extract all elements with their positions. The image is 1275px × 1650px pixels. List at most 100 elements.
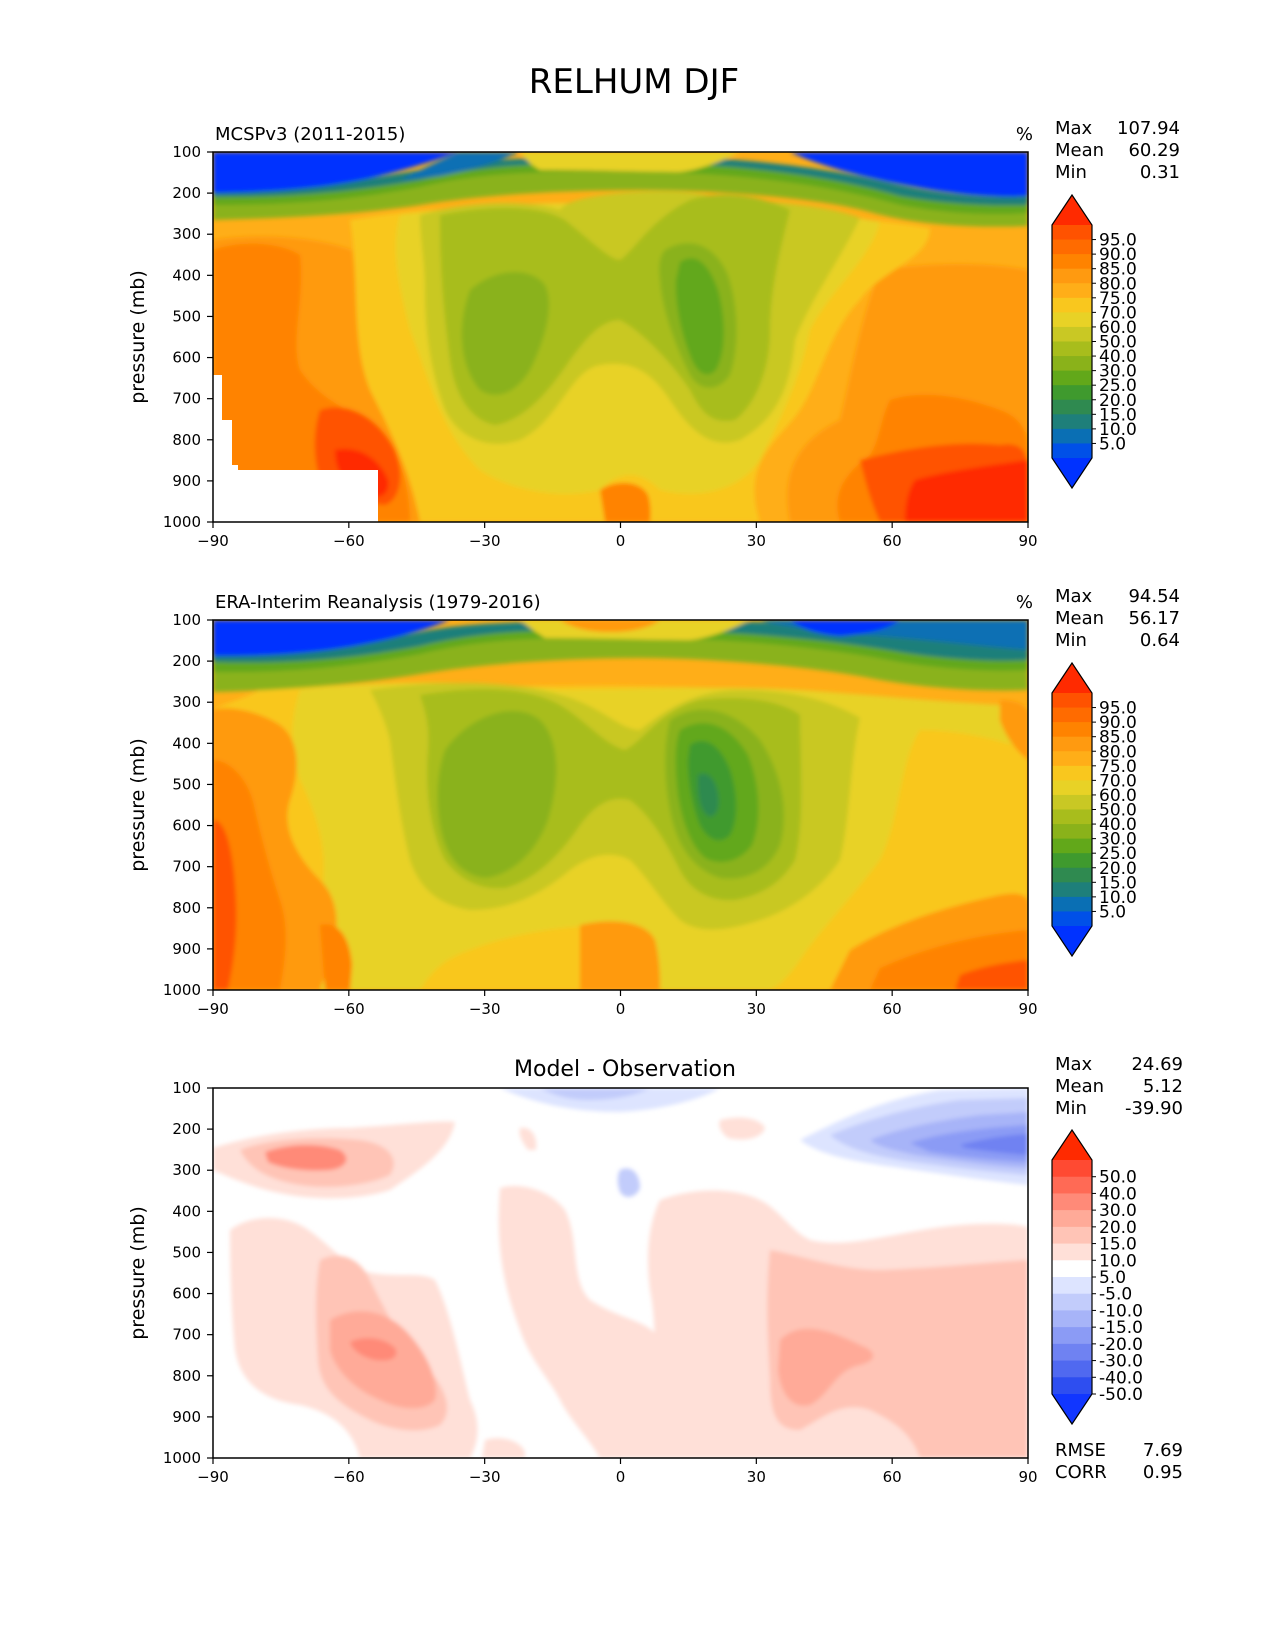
x-tick-label: 60 <box>883 1000 902 1018</box>
diff-band-neg-upper-eq2 <box>540 1088 650 1100</box>
colorbar-label: 95.0 <box>1099 699 1137 719</box>
stat-mean-value: 60.29 <box>1128 140 1180 161</box>
contour-band-eq-orange <box>580 921 660 990</box>
colorbar-segment <box>1052 751 1092 767</box>
x-tick-label: −30 <box>469 1000 501 1018</box>
colorbar-label: 75.0 <box>1099 757 1137 777</box>
stat-mean-label: Mean <box>1055 140 1104 161</box>
colorbar-segment <box>1052 385 1092 401</box>
colorbar-label: 25.0 <box>1099 844 1137 864</box>
y-tick-label: 900 <box>172 1408 201 1426</box>
y-tick-label: 300 <box>172 1161 201 1179</box>
colorbar-label: 80.0 <box>1099 274 1137 294</box>
colorbar-label: 20.0 <box>1099 859 1137 879</box>
panel-difference: Model - Observation pressure (mb) 100 200… <box>127 1054 1183 1486</box>
colorbar-label: -40.0 <box>1099 1368 1143 1388</box>
colorbar-segment <box>1052 1343 1092 1362</box>
colorbar-segment <box>1052 882 1092 898</box>
colorbar-segment <box>1052 443 1092 459</box>
contour-band-red-sh <box>213 820 237 990</box>
x-tick-label: 30 <box>747 532 766 550</box>
y-ticks-model: 100 200 300 400 500 600 700 800 900 1000 <box>163 143 213 531</box>
colorbar-label: 70.0 <box>1099 771 1137 791</box>
colorbar-outline <box>1051 661 1093 958</box>
panel-title-observation: ERA-Interim Reanalysis (1979-2016) <box>215 592 541 613</box>
diff-band-pos-upper-eq <box>719 1117 765 1140</box>
stat-mean-value: 5.12 <box>1143 1076 1183 1097</box>
colorbar-segment <box>1052 1210 1092 1228</box>
colorbar-label: -20.0 <box>1099 1335 1143 1355</box>
colorbar-segment <box>1052 268 1092 284</box>
contour-band-upper-blue-sh <box>213 620 450 656</box>
y-tick-label: 900 <box>172 472 201 490</box>
stat-max-value: 107.94 <box>1117 118 1180 139</box>
colorbar-segment <box>1052 1176 1092 1194</box>
diff-band-pos-nh2 <box>767 1250 1028 1458</box>
stat-max-value: 94.54 <box>1128 586 1180 607</box>
x-tick-label: −60 <box>333 1468 365 1486</box>
panel-model: MCSPv3 (2011-2015) % pressure (mb) 100 20… <box>127 118 1180 550</box>
contour-band-orange-sh2 <box>320 924 352 990</box>
y-axis-label-observation: pressure (mb) <box>127 738 149 872</box>
y-tick-label: 200 <box>172 184 201 202</box>
colorbar-label: 30.0 <box>1099 362 1137 382</box>
x-tick-label: −60 <box>333 532 365 550</box>
colorbar-label: 5.0 <box>1099 1268 1126 1288</box>
contour-band-green-core <box>675 258 724 375</box>
colorbar-label: 40.0 <box>1099 815 1137 835</box>
contour-band-upper-blue <box>213 152 460 193</box>
colorbar-segment <box>1052 1243 1092 1261</box>
colorbar-segment <box>1052 1377 1092 1395</box>
colorbar-segment <box>1052 428 1092 444</box>
y-axis-label-model: pressure (mb) <box>127 270 149 404</box>
x-tick-label: 60 <box>883 1468 902 1486</box>
colorbar-label: 80.0 <box>1099 742 1137 762</box>
y-tick-label: 400 <box>172 266 201 284</box>
stat-min-label: Min <box>1055 630 1087 651</box>
colorbar-segment <box>1052 853 1092 869</box>
x-ticks-difference: −90 −60 −30 0 30 60 90 <box>197 1458 1038 1486</box>
x-tick-label: 0 <box>616 532 626 550</box>
y-tick-label: 700 <box>172 390 201 408</box>
colorbar-label: -5.0 <box>1099 1285 1132 1305</box>
x-tick-label: 30 <box>747 1468 766 1486</box>
panel-title-difference: Model - Observation <box>514 1057 736 1082</box>
colorbar-segment <box>1052 326 1092 342</box>
units-label-model: % <box>1016 124 1033 145</box>
x-tick-label: −60 <box>333 1000 365 1018</box>
colorbar-segment <box>1052 399 1092 415</box>
y-tick-label: 500 <box>172 1243 201 1261</box>
colorbar-label: -30.0 <box>1099 1352 1143 1372</box>
contour-band-upper-green1 <box>213 636 1028 692</box>
stat-mean-label: Mean <box>1055 1076 1104 1097</box>
y-tick-label: 600 <box>172 1285 201 1303</box>
stats-model: Max 107.94 Mean 60.29 Min 0.31 <box>1055 118 1180 183</box>
colorbar-segment <box>1052 794 1092 810</box>
colorbar-segment <box>1052 312 1092 328</box>
colorbar-segment <box>1052 414 1092 430</box>
colorbar-segment <box>1052 765 1092 781</box>
colorbar-extend-max <box>1052 195 1092 225</box>
stat-max-label: Max <box>1055 118 1093 139</box>
colorbar-segment <box>1052 225 1092 241</box>
colorbar-label: 85.0 <box>1099 260 1137 280</box>
y-tick-label: 100 <box>172 143 201 161</box>
x-ticks-model: −90 −60 −30 0 30 60 90 <box>197 522 1038 550</box>
x-tick-label: 30 <box>747 1000 766 1018</box>
units-label-observation: % <box>1016 592 1033 613</box>
y-tick-label: 300 <box>172 225 201 243</box>
colorbar-segment <box>1052 707 1092 723</box>
contour-band-upper-blue-nh2 <box>790 620 900 636</box>
y-tick-label: 100 <box>172 1079 201 1097</box>
colorbar-label: 70.0 <box>1099 303 1137 323</box>
colorbar-label: 85.0 <box>1099 728 1137 748</box>
contour-band-upper-orange <box>560 620 660 632</box>
stat-min-label: Min <box>1055 162 1087 183</box>
contour-field-observation <box>213 620 1028 990</box>
y-tick-label: 700 <box>172 1326 201 1344</box>
y-tick-label: 700 <box>172 858 201 876</box>
colorbar-segment <box>1052 867 1092 883</box>
y-tick-label: 800 <box>172 1367 201 1385</box>
colorbar-extend-min <box>1052 458 1092 488</box>
